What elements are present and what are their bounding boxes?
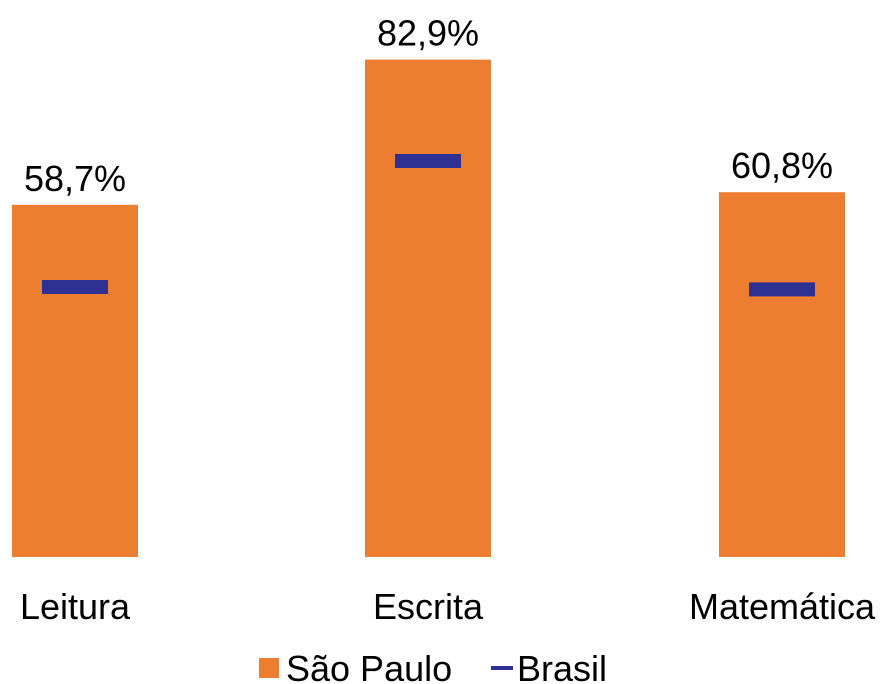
bar-leitura xyxy=(12,204,138,558)
legend-swatch-brasil xyxy=(491,666,513,670)
bar-escrita xyxy=(365,59,491,557)
bar-matematica xyxy=(719,192,845,557)
markers-group xyxy=(42,154,815,297)
data-label-leitura: 58,7% xyxy=(24,158,126,199)
category-label-matematica: Matemática xyxy=(689,586,876,627)
marker-brasil-leitura xyxy=(42,280,108,294)
category-label-leitura: Leitura xyxy=(20,586,131,627)
data-labels-group: 58,7% 82,9% 60,8% xyxy=(24,13,833,199)
legend-swatch-sao-paulo xyxy=(259,658,279,678)
bars-group xyxy=(12,59,845,558)
category-labels-group: Leitura Escrita Matemática xyxy=(20,586,876,627)
marker-brasil-matematica xyxy=(749,282,815,297)
category-label-escrita: Escrita xyxy=(373,586,484,627)
data-label-matematica: 60,8% xyxy=(731,145,833,186)
legend: São Paulo Brasil xyxy=(259,648,607,684)
data-label-escrita: 82,9% xyxy=(377,13,479,54)
legend-label-sao-paulo: São Paulo xyxy=(286,648,452,684)
legend-label-brasil: Brasil xyxy=(517,648,607,684)
marker-brasil-escrita xyxy=(395,154,461,168)
